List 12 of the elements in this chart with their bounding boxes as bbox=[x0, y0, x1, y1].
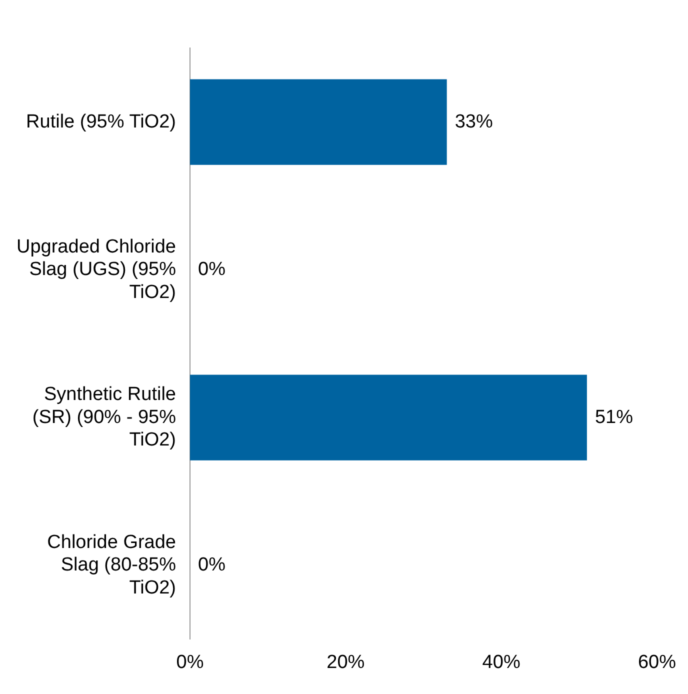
x-tick-label: 40% bbox=[482, 652, 520, 673]
x-tick-label: 0% bbox=[176, 652, 204, 673]
data-label: 33% bbox=[454, 111, 493, 132]
y-tick-label: Upgraded Chloride Slag (UGS) (95% TiO2) bbox=[16, 236, 176, 303]
x-tick-label: 60% bbox=[638, 652, 676, 673]
y-tick-label: Rutile (95% TiO2) bbox=[26, 111, 176, 132]
x-tick-label: 20% bbox=[326, 652, 365, 673]
data-label: 0% bbox=[198, 554, 226, 576]
y-tick-label: Synthetic Rutile (SR) (90% - 95% TiO2) bbox=[32, 384, 176, 451]
data-label: 51% bbox=[594, 406, 634, 428]
y-tick-label: Chloride Grade Slag (80-85% TiO2) bbox=[47, 532, 176, 598]
data-label: 0% bbox=[198, 259, 226, 280]
